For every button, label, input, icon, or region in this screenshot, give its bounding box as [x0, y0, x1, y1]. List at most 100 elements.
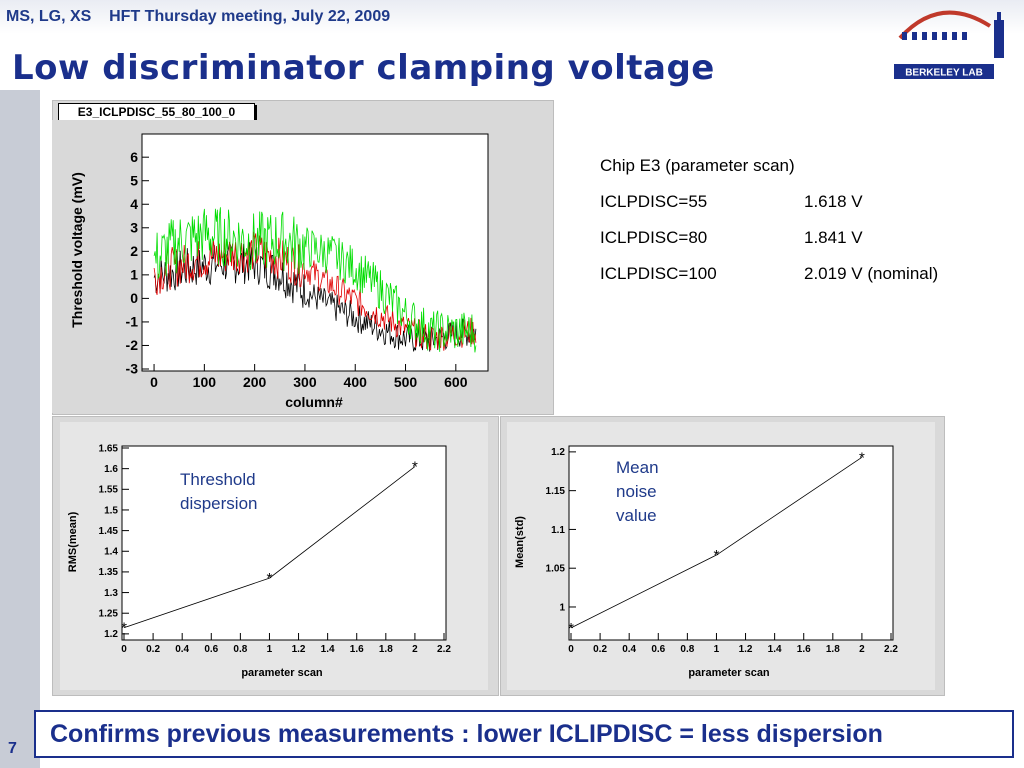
- y-tick-label: 4: [130, 196, 138, 212]
- x-tick-label: 600: [444, 374, 468, 390]
- y-tick-label: 1: [130, 267, 138, 283]
- x-tick-label: 2: [859, 644, 865, 655]
- data-point: *: [121, 620, 127, 637]
- data-line: [570, 456, 863, 629]
- x-axis-label: column#: [285, 394, 343, 410]
- header-band: [0, 0, 1024, 34]
- x-axis-label: parameter scan: [688, 667, 770, 679]
- y-tick-label: 0: [130, 290, 138, 306]
- conclusion-text: Confirms previous measurements : lower I…: [50, 720, 883, 748]
- y-axis-label: Mean(std): [514, 516, 526, 568]
- x-tick-label: 0: [150, 374, 158, 390]
- y-tick-label: 6: [130, 149, 138, 165]
- x-tick-label: 0: [121, 644, 127, 655]
- x-tick-label: 0.6: [204, 644, 218, 655]
- note-line: Threshold: [180, 470, 256, 489]
- x-tick-label: 0.8: [233, 644, 247, 655]
- x-tick-label: 1.6: [797, 644, 811, 655]
- y-tick-label: 1.45: [99, 526, 119, 537]
- x-tick-label: 2.2: [437, 644, 451, 655]
- note-line: value: [616, 506, 657, 525]
- mean-noise-note: Mean noise value: [616, 456, 659, 528]
- y-tick-label: 1.1: [551, 525, 565, 536]
- y-tick-label: -3: [126, 361, 139, 377]
- x-tick-label: 1.6: [350, 644, 364, 655]
- data-point: *: [267, 570, 273, 587]
- note-line: noise: [616, 482, 657, 501]
- y-tick-label: 1.2: [104, 629, 118, 640]
- left-sidebar-bar: [0, 90, 40, 768]
- y-axis-label: RMS(mean): [67, 511, 79, 572]
- conclusion-box: Confirms previous measurements : lower I…: [34, 710, 1014, 758]
- x-axis-label: parameter scan: [241, 667, 323, 679]
- header-text: MS, LG, XS HFT Thursday meeting, July 22…: [6, 8, 390, 26]
- series-line: [153, 207, 477, 353]
- info-chip-line: Chip E3 (parameter scan): [600, 156, 795, 175]
- info-row-value: 1.841 V: [804, 228, 863, 247]
- y-tick-label: 2: [130, 243, 138, 259]
- y-tick-label: -2: [126, 337, 139, 353]
- header-meeting: HFT Thursday meeting, July 22, 2009: [109, 8, 391, 25]
- x-tick-label: 0.2: [146, 644, 160, 655]
- y-tick-label: 1.15: [546, 486, 566, 497]
- note-line: dispersion: [180, 494, 258, 513]
- x-tick-label: 0: [568, 644, 574, 655]
- threshold-dispersion-note: Threshold dispersion: [180, 468, 258, 516]
- y-tick-label: 1.05: [546, 564, 566, 575]
- mean-std-chart: 0 0.2 0.4 0.6 0.8 1 1.2 1.4 1.6 1.8 2 2.2 1 1.05 1.1 1.…: [507, 422, 935, 690]
- info-row-name: ICLPDISC=100: [600, 264, 717, 283]
- berkeley-lab-logo: BERKELEY LAB: [894, 10, 1004, 79]
- x-tick-label: 0.4: [622, 644, 636, 655]
- info-row-value: 1.618 V: [804, 192, 863, 211]
- x-tick-label: 1: [267, 644, 273, 655]
- x-tick-label: 1.4: [321, 644, 335, 655]
- y-tick-label: 1.55: [99, 485, 119, 496]
- slide-title: Low discriminator clamping voltage: [12, 48, 715, 88]
- y-tick-label: 3: [130, 219, 138, 235]
- x-tick-label: 1: [714, 644, 720, 655]
- x-tick-label: 0.6: [651, 644, 665, 655]
- x-tick-label: 0.4: [175, 644, 189, 655]
- y-tick-label: 1: [559, 602, 565, 613]
- data-point: *: [859, 449, 865, 466]
- y-tick-label: 1.2: [551, 447, 565, 458]
- y-tick-label: 1.35: [99, 567, 119, 578]
- y-tick-label: 1.6: [104, 464, 118, 475]
- note-line: Mean: [616, 458, 659, 477]
- plot-frame: [568, 445, 894, 641]
- x-tick-label: 1.2: [292, 644, 306, 655]
- y-tick-label: 1.4: [104, 547, 118, 558]
- x-tick-label: 1.4: [768, 644, 782, 655]
- y-tick-label: 1.5: [104, 505, 118, 516]
- y-tick-label: 1.65: [99, 443, 119, 454]
- x-tick-label: 0.2: [593, 644, 607, 655]
- threshold-vs-column-chart: 0 100 200 300 400 500 600 -3 -2 -1 0 1 2 3 4 5 6 column# T…: [52, 120, 552, 413]
- page-number: 7: [8, 740, 17, 757]
- y-tick-label: 1.3: [104, 588, 118, 599]
- x-tick-label: 0.8: [680, 644, 694, 655]
- x-tick-label: 400: [344, 374, 368, 390]
- rms-mean-chart: 0 0.2 0.4 0.6 0.8 1 1.2 1.4 1.6 1.8 2 2.2 1.2 1.25 1.3…: [60, 422, 488, 690]
- info-row-value: 2.019 V (nominal): [804, 264, 939, 283]
- data-point: *: [714, 547, 720, 564]
- header-authors: MS, LG, XS: [6, 8, 92, 25]
- x-tick-label: 2.2: [884, 644, 898, 655]
- x-tick-label: 300: [293, 374, 317, 390]
- x-tick-label: 100: [193, 374, 217, 390]
- data-point: *: [568, 620, 574, 637]
- data-line: [123, 466, 416, 629]
- x-tick-label: 1.8: [826, 644, 840, 655]
- x-tick-label: 2: [412, 644, 418, 655]
- plot-frame: [121, 445, 447, 641]
- x-tick-label: 1.8: [379, 644, 393, 655]
- x-tick-label: 200: [243, 374, 267, 390]
- y-tick-label: 1.25: [99, 609, 119, 620]
- x-tick-label: 1.2: [739, 644, 753, 655]
- y-axis-label: Threshold voltage (mV): [69, 172, 85, 328]
- y-tick-label: 5: [130, 172, 138, 188]
- y-tick-label: -1: [126, 314, 139, 330]
- info-row-name: ICLPDISC=80: [600, 228, 708, 247]
- histogram-label: E3_ICLPDISC_55_80_100_0: [58, 103, 255, 122]
- data-point: *: [412, 459, 418, 476]
- logo-text: BERKELEY LAB: [905, 68, 983, 79]
